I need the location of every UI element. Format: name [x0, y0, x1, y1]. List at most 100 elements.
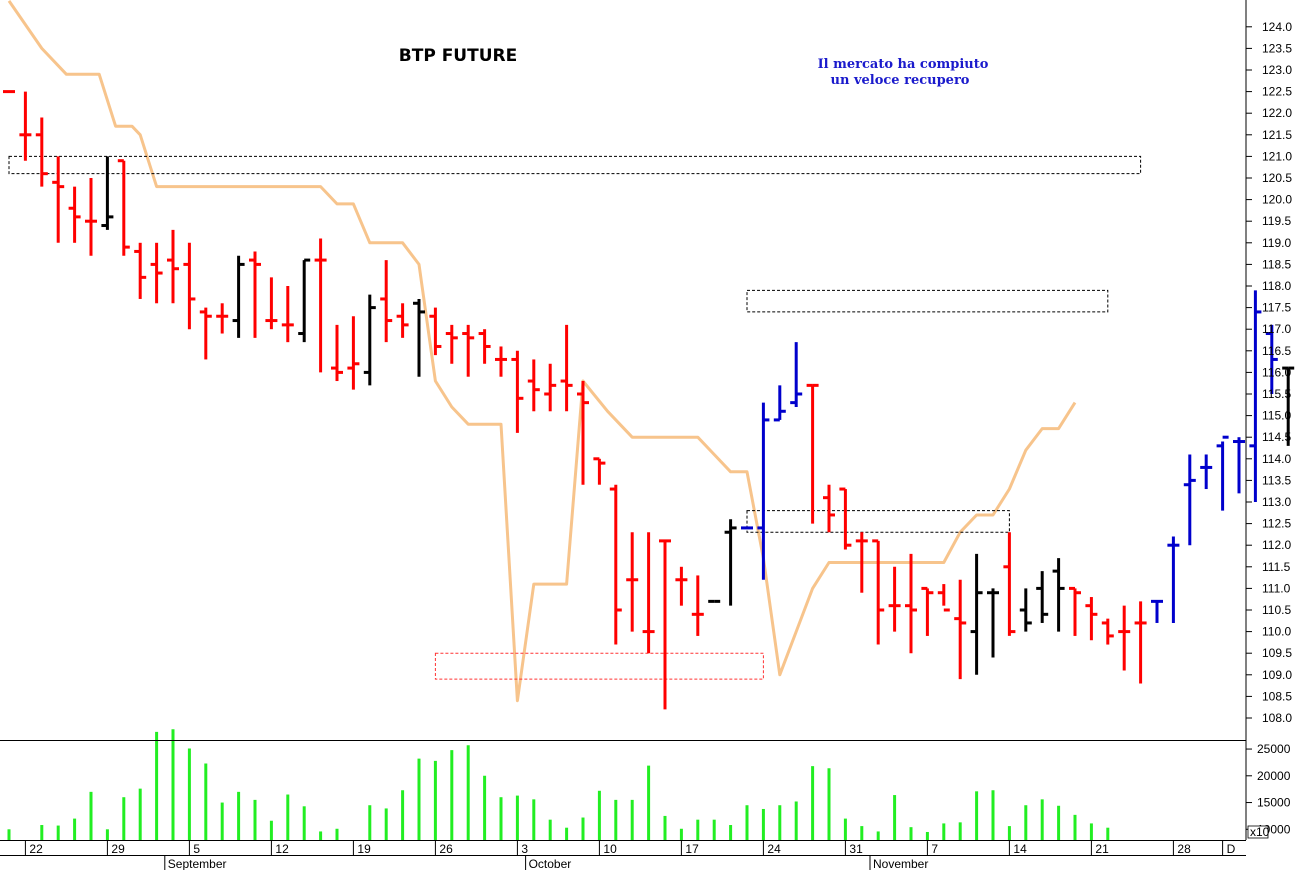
price-bar	[52, 156, 65, 243]
x-axis: 22 29 5 12 19 26 3 10 17 24 31 7 14 21 28 D September Oct…	[0, 840, 1246, 870]
volume-tick-label: 25000	[1257, 742, 1291, 756]
price-tick-label: 112.5	[1262, 517, 1291, 531]
dashed-box	[8, 155, 1142, 175]
price-bars	[3, 90, 1295, 710]
price-bar	[511, 350, 524, 433]
price-bar	[298, 258, 311, 343]
day-tick-label: 7	[931, 842, 938, 856]
price-bar	[1101, 618, 1114, 645]
price-bar	[1052, 558, 1065, 632]
price-bar	[626, 532, 639, 632]
price-bar	[593, 457, 606, 485]
price-bar	[429, 307, 442, 356]
day-tick-label: 17	[685, 842, 699, 856]
price-tick-label: 121.0	[1262, 149, 1292, 163]
price-tick-label: 111.0	[1262, 581, 1291, 595]
price-tick-label: 114.5	[1262, 430, 1291, 444]
annotation-line-2: un veloce recupero	[831, 73, 970, 88]
price-tick-label: 108.0	[1262, 711, 1292, 725]
price-bar	[478, 329, 491, 364]
price-bar	[872, 539, 885, 645]
price-bar	[773, 385, 786, 422]
price-tick-label: 122.0	[1262, 106, 1292, 120]
indicator-line	[7, 0, 1077, 703]
price-tick-label: 115.0	[1262, 409, 1291, 423]
volume-tick-label: 15000	[1257, 796, 1291, 810]
price-bar	[35, 117, 48, 187]
price-bar	[790, 342, 803, 407]
price-bar	[1282, 366, 1295, 446]
price-bar	[363, 294, 376, 386]
price-bar	[675, 566, 688, 606]
price-bar	[954, 579, 967, 680]
price-tick-label: 112.0	[1262, 538, 1291, 552]
price-bar	[888, 566, 901, 632]
price-bar	[396, 303, 409, 338]
price-tick-label: 122.5	[1262, 85, 1292, 99]
price-bar	[560, 324, 573, 412]
day-tick-label: 14	[1013, 842, 1027, 856]
price-tick-label: 121.5	[1262, 128, 1292, 142]
price-bar	[232, 255, 245, 338]
price-bar	[691, 575, 704, 636]
price-bar	[609, 484, 622, 645]
price-tick-label: 110.5	[1262, 603, 1291, 617]
price-tick-label: 116.0	[1262, 365, 1291, 379]
price-bar	[1151, 599, 1163, 623]
price-bar	[1134, 601, 1147, 684]
price-bar	[1085, 597, 1098, 641]
price-bar	[970, 553, 983, 675]
price-bar	[101, 156, 114, 230]
price-bar	[199, 307, 212, 360]
price-bar	[1118, 605, 1131, 671]
day-tick-label: 12	[275, 842, 289, 856]
price-bar	[1183, 454, 1196, 546]
price-bar	[724, 519, 737, 606]
price-bar	[823, 484, 835, 533]
price-bar	[921, 586, 934, 636]
price-bar	[150, 242, 163, 304]
price-tick-label: 110.0	[1262, 625, 1291, 639]
price-bar	[855, 532, 868, 593]
price-bar	[183, 242, 196, 330]
annotation-line-1: Il mercato ha compiuto	[818, 57, 989, 72]
price-bar	[216, 303, 229, 334]
price-tick-label: 113.0	[1262, 495, 1291, 509]
price-tick-label: 111.5	[1262, 560, 1291, 574]
volume-tick-label: 20000	[1257, 769, 1291, 783]
price-bar	[527, 359, 540, 412]
price-bar	[380, 260, 393, 343]
price-bar	[68, 186, 81, 243]
price-bar	[1249, 290, 1262, 502]
price-bar	[937, 584, 950, 612]
month-label: November	[873, 857, 928, 870]
day-tick-label: 29	[111, 842, 125, 856]
price-bar	[265, 277, 278, 330]
price-tick-label: 123.5	[1262, 41, 1292, 55]
price-bar	[249, 251, 261, 338]
price-bar	[1200, 454, 1213, 490]
chart-frame	[0, 0, 1247, 841]
price-bar	[1265, 324, 1278, 394]
day-tick-label: 19	[357, 842, 371, 856]
dashed-box	[434, 652, 764, 680]
price-tick-label: 117.5	[1262, 301, 1291, 315]
dashed-box	[746, 510, 1010, 533]
indicator-layer	[7, 0, 1077, 703]
price-tick-label: 119.5	[1262, 214, 1291, 228]
price-tick-label: 109.5	[1262, 646, 1292, 660]
price-tick-label: 119.0	[1262, 236, 1291, 250]
price-tick-label: 116.5	[1262, 344, 1291, 358]
price-tick-label: 124.0	[1262, 20, 1292, 34]
price-bar	[85, 178, 97, 256]
price-tick-label: 118.5	[1262, 257, 1291, 271]
price-bar	[347, 316, 360, 390]
price-bar	[331, 324, 343, 382]
price-tick-label: 120.5	[1262, 171, 1292, 185]
month-label: September	[168, 857, 227, 870]
day-tick-label: 24	[767, 842, 781, 856]
price-axis: 108.0 108.5 109.0 109.5 110.0 110.5 111.0 111.5…	[1246, 20, 1292, 725]
price-bar	[1069, 586, 1081, 636]
price-tick-label: 118.0	[1262, 279, 1291, 293]
